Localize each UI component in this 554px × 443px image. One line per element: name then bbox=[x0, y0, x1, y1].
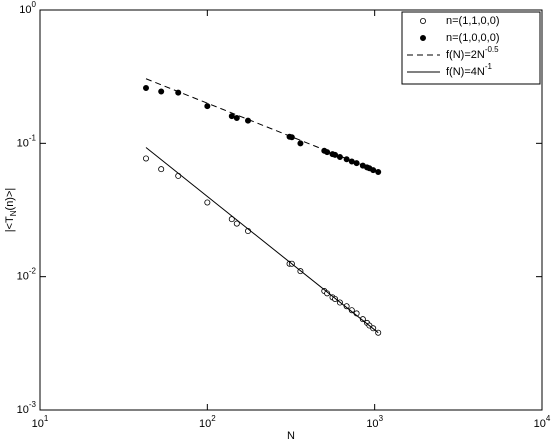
x-tick-label: 104 bbox=[534, 414, 551, 430]
fit-line bbox=[145, 78, 379, 172]
plot-frame bbox=[39, 9, 543, 411]
data-point bbox=[233, 220, 240, 227]
data-point bbox=[204, 103, 211, 110]
data-point bbox=[343, 156, 350, 163]
data-point bbox=[204, 199, 211, 206]
data-point bbox=[143, 85, 150, 92]
data-point bbox=[158, 166, 165, 173]
legend-marker bbox=[419, 35, 426, 42]
data-point bbox=[228, 113, 235, 120]
y-tick-label: 10-2 bbox=[17, 267, 37, 283]
data-point bbox=[288, 134, 295, 141]
data-point bbox=[143, 155, 150, 162]
y-tick-label: 10-1 bbox=[17, 133, 37, 149]
y-axis-label: |<TN(n)>| bbox=[4, 188, 18, 233]
x-tick-label: 101 bbox=[32, 414, 49, 430]
x-tick-label: 102 bbox=[199, 414, 216, 430]
fit-line bbox=[145, 147, 379, 334]
legend-label: n=(1,0,0,0) bbox=[446, 32, 500, 44]
y-tick-label: 10-3 bbox=[17, 400, 37, 416]
data-point bbox=[233, 114, 240, 121]
x-tick-label: 103 bbox=[366, 414, 383, 430]
data-point bbox=[343, 303, 350, 310]
legend-label: f(N)=4N-1 bbox=[446, 62, 492, 78]
x-axis-label: N bbox=[287, 430, 295, 442]
legend-marker bbox=[419, 17, 426, 24]
data-point bbox=[297, 140, 304, 147]
data-point bbox=[348, 307, 355, 314]
y-tick-label: 100 bbox=[19, 0, 36, 16]
data-point bbox=[359, 316, 366, 323]
legend-label: f(N)=2N-0.5 bbox=[446, 45, 499, 61]
data-point bbox=[375, 168, 382, 175]
data-point bbox=[353, 160, 360, 167]
legend-label: n=(1,1,0,0) bbox=[446, 15, 500, 27]
data-point bbox=[324, 290, 331, 297]
data-point bbox=[158, 88, 165, 95]
